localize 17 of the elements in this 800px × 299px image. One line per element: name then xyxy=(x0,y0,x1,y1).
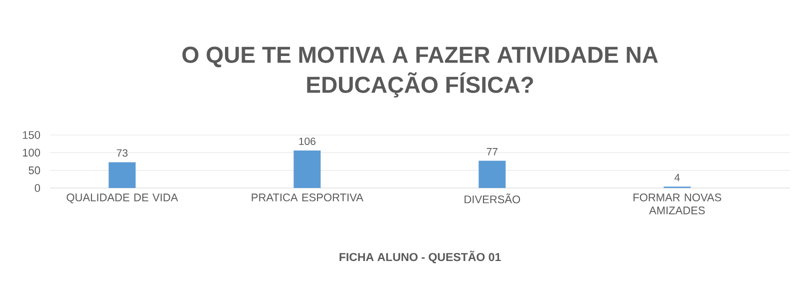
bar xyxy=(108,162,136,188)
data-label: 106 xyxy=(299,138,316,146)
y-tick-label: 100 xyxy=(22,148,40,157)
x-tick-label: FORMAR NOVAS AMIZADES xyxy=(634,194,722,214)
y-tick-label: 150 xyxy=(22,131,40,139)
chart-title: O QUE TE MOTIVA A FAZER ATIVIDADE NA EDUCAÇÃO FÍSICA? xyxy=(182,46,658,98)
data-label: 4 xyxy=(674,174,680,182)
x-tick-label: DIVERSÃO xyxy=(464,194,520,204)
x-tick-label: QUALIDADE DE VIDA xyxy=(66,194,178,204)
x-tick-label: PRATICA ESPORTIVA xyxy=(252,194,364,202)
bar xyxy=(294,150,321,188)
data-label: 73 xyxy=(116,149,128,157)
data-label: 77 xyxy=(486,148,498,156)
y-tick-label: 50 xyxy=(28,166,40,174)
y-tick-label: 0 xyxy=(34,184,40,192)
x-axis-title: FICHA ALUNO - QUESTÃO 01 xyxy=(340,250,501,264)
bar xyxy=(478,160,506,188)
